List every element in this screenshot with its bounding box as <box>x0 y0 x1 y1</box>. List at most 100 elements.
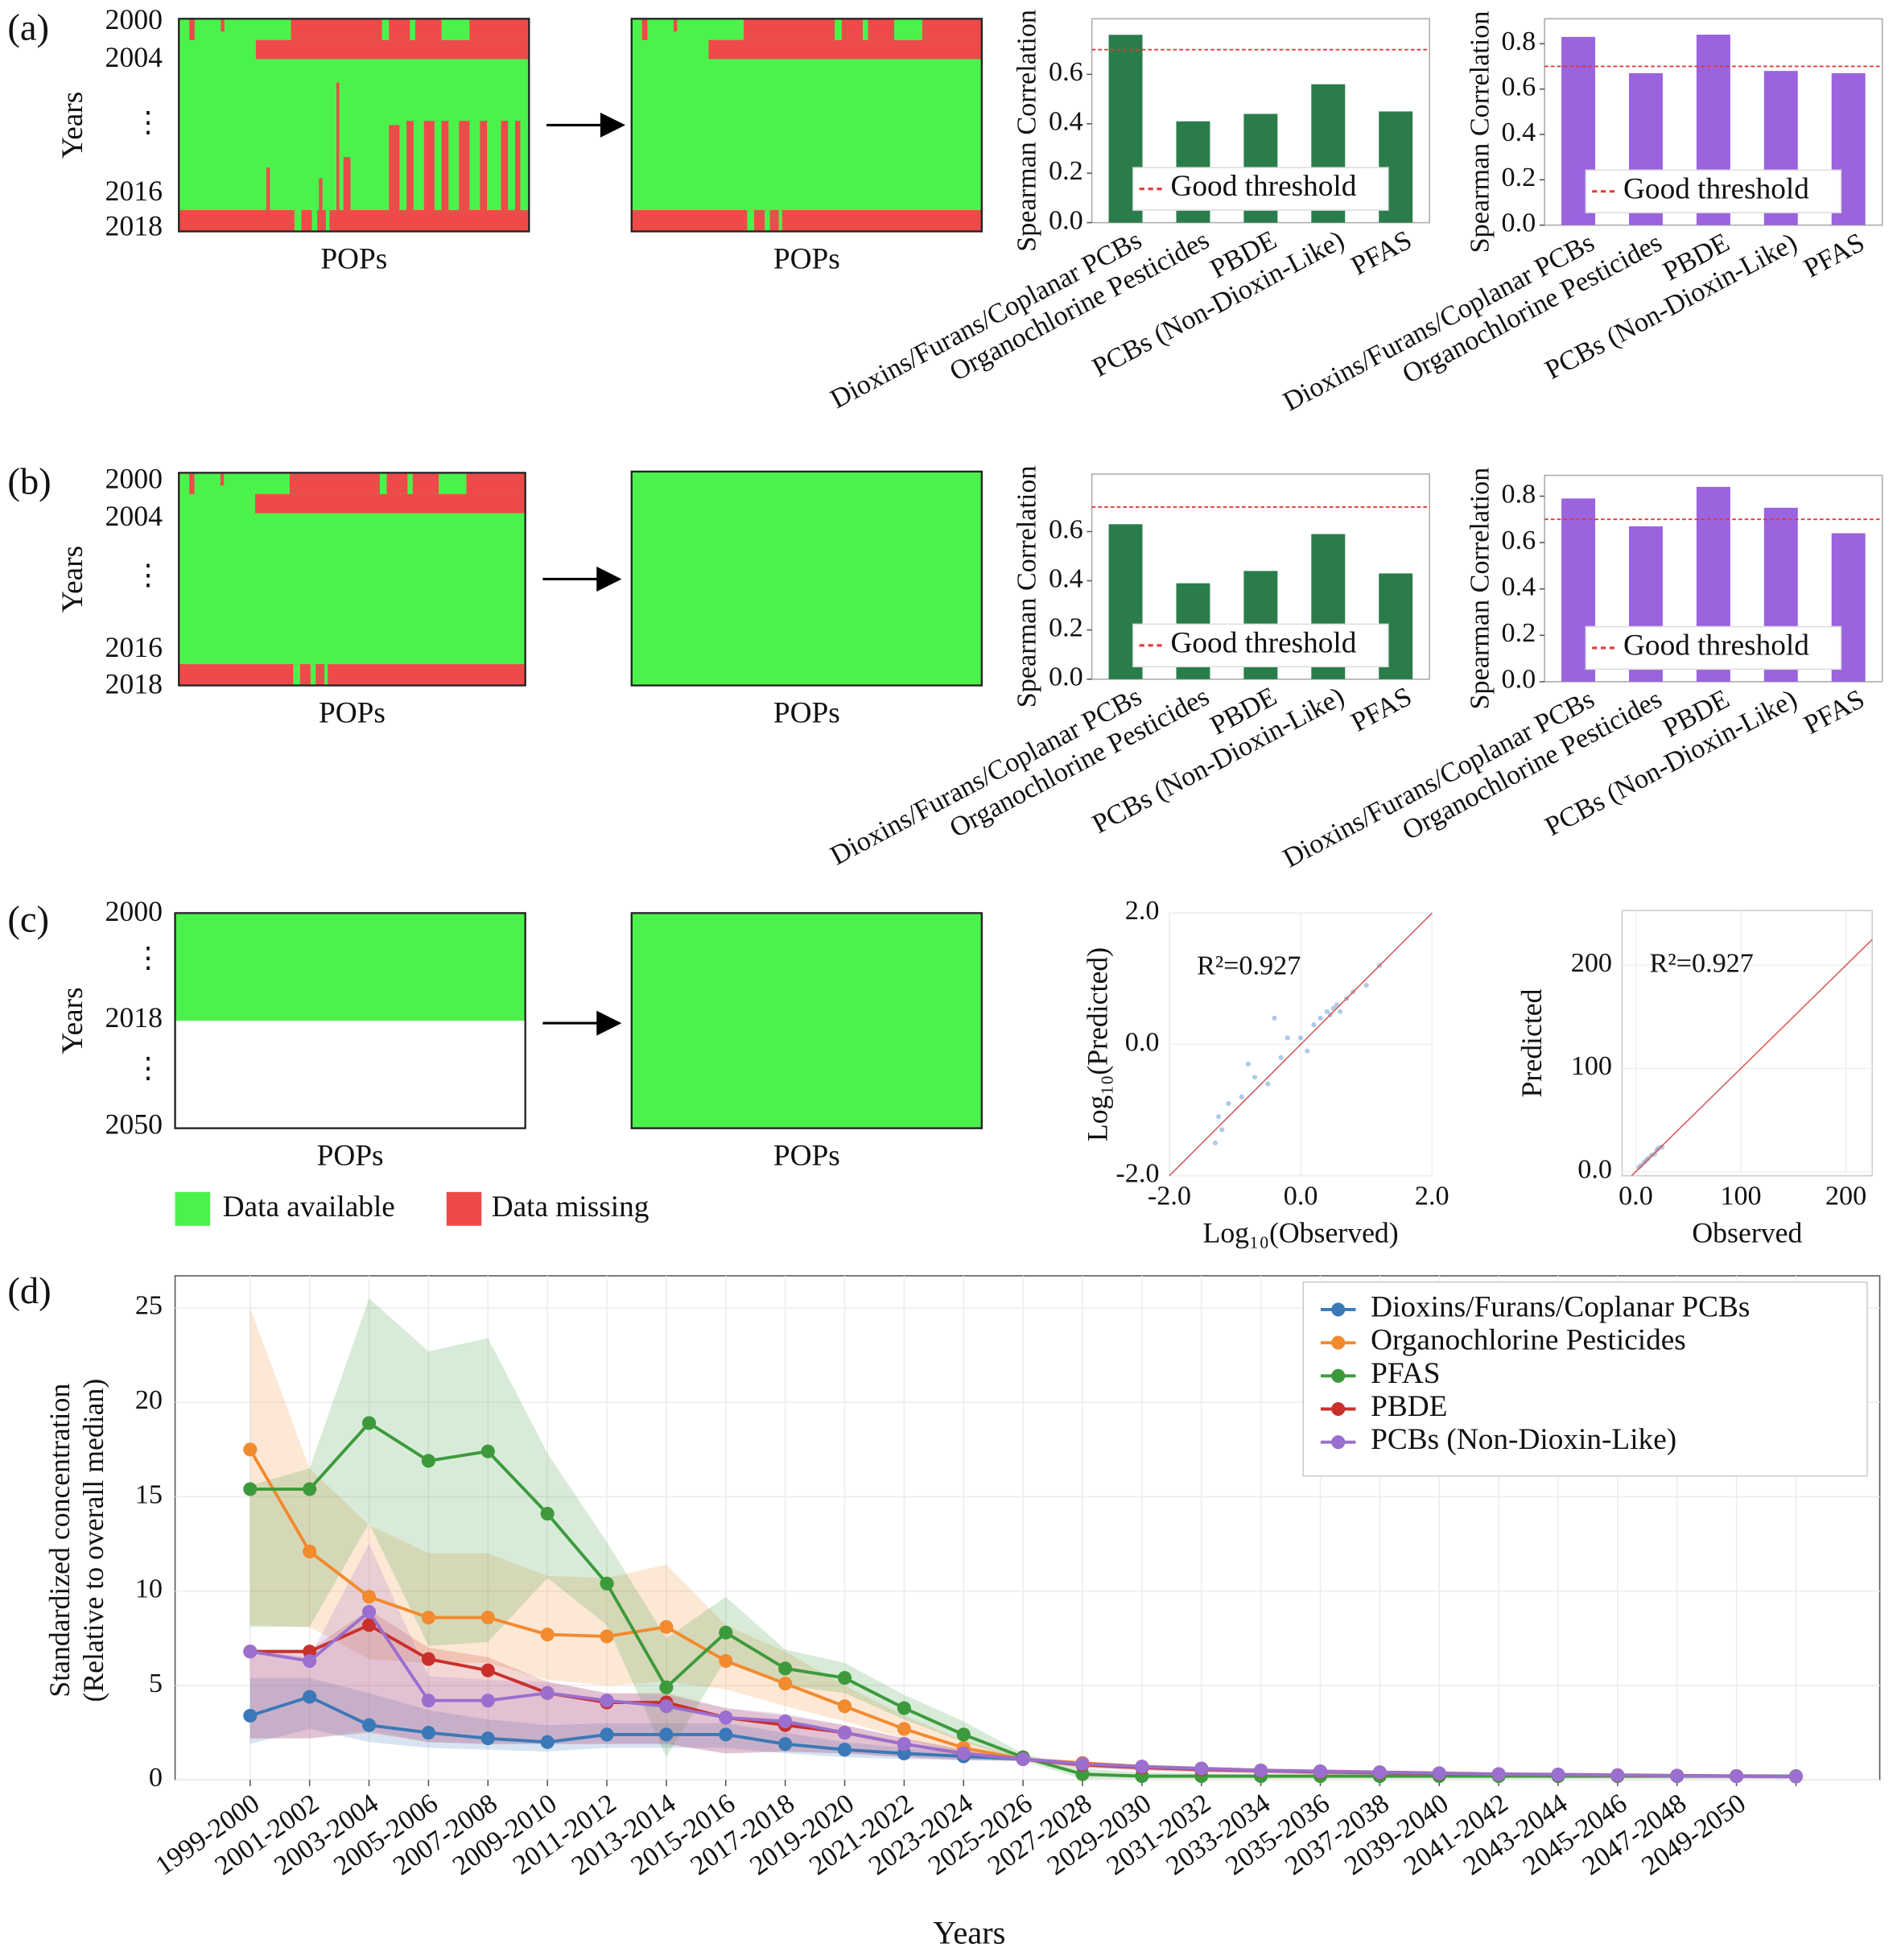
y-tick-label: 0.6 <box>1502 72 1536 101</box>
heatmap-cell <box>266 167 270 211</box>
point <box>1645 1155 1652 1162</box>
x-axis-label: POPs <box>319 696 386 729</box>
point <box>1254 1763 1268 1778</box>
point <box>361 1590 377 1604</box>
point <box>1245 1061 1251 1067</box>
heatmap-cell <box>389 125 400 211</box>
identity-line <box>1169 912 1433 1177</box>
y-tick-label: 0.0 <box>1049 662 1083 692</box>
legend-box <box>1132 623 1389 668</box>
year-label: 2000 <box>105 895 163 927</box>
heatmap-frame <box>630 912 983 1129</box>
panel-label: (d) <box>7 1270 51 1312</box>
year-label: 2004 <box>105 500 163 532</box>
panel-label: (a) <box>7 7 49 49</box>
point <box>1337 1009 1343 1014</box>
point <box>659 1620 674 1634</box>
legend-marker <box>1331 1368 1346 1383</box>
y-axis-label: Years <box>56 92 89 159</box>
heatmap-cell <box>631 210 982 232</box>
point <box>897 1737 911 1752</box>
point <box>303 1644 317 1659</box>
legend-label: Good threshold <box>1623 629 1809 662</box>
y-tick-label: 2.0 <box>1125 896 1160 926</box>
heatmap-cell <box>255 39 530 60</box>
heatmap-cell <box>894 19 922 40</box>
point <box>956 1727 971 1742</box>
x-tick-label: 0.0 <box>1284 1182 1318 1211</box>
point <box>1638 1162 1644 1168</box>
plot-frame <box>1621 910 1874 1177</box>
point <box>600 1576 614 1591</box>
heatmap-cell <box>501 121 509 211</box>
x-axis-label: POPs <box>773 696 840 729</box>
heatmap-frame <box>178 18 530 233</box>
point <box>243 1708 258 1723</box>
band <box>249 1610 1796 1779</box>
legend-label: Good threshold <box>1170 170 1356 203</box>
year-label: ⋮ <box>134 559 163 591</box>
heatmap-cell <box>336 82 340 211</box>
y-tick-label: 0.2 <box>1502 163 1536 192</box>
heatmap-frame <box>630 470 983 687</box>
point <box>480 1694 495 1708</box>
year-label: 2050 <box>105 1108 163 1140</box>
panel-label: (c) <box>7 898 49 940</box>
y-tick-label: 0.4 <box>1502 571 1536 601</box>
heatmap-cell <box>289 472 526 494</box>
legend-swatch <box>446 1191 482 1226</box>
heatmap-cell <box>381 19 390 40</box>
point <box>1730 1768 1744 1784</box>
legend-marker <box>1331 1435 1346 1450</box>
heatmap-cell <box>439 472 467 494</box>
point <box>303 1544 317 1558</box>
year-label: 2000 <box>105 3 163 35</box>
heatmap-cell <box>410 19 415 40</box>
y-tick-label: 0.8 <box>1502 27 1536 56</box>
heatmap-cell <box>310 664 316 686</box>
point <box>837 1726 852 1740</box>
point <box>1075 1767 1090 1781</box>
y-tick-label: 0 <box>149 1763 163 1793</box>
legend-box <box>1585 625 1842 671</box>
point <box>600 1694 614 1708</box>
point <box>1285 1035 1290 1041</box>
heatmap-cell <box>406 121 414 211</box>
annotation: R²=0.927 <box>1650 948 1754 978</box>
y-tick-label: 15 <box>135 1479 163 1509</box>
y-tick-label: 0.0 <box>1502 208 1536 238</box>
y-tick-label: 0.4 <box>1502 118 1536 147</box>
heatmap-cell <box>324 664 328 686</box>
heatmap-cell <box>459 121 470 211</box>
panel-label: (b) <box>7 461 51 503</box>
arrow-head <box>596 1010 622 1036</box>
point <box>1432 1766 1446 1781</box>
y-tick-label: 0.2 <box>1502 618 1536 648</box>
y-tick-label: 20 <box>135 1385 163 1415</box>
arrow-head <box>596 566 622 592</box>
point <box>1491 1767 1506 1781</box>
y-tick-label: 100 <box>1571 1051 1612 1081</box>
point <box>243 1442 258 1457</box>
point <box>1226 1100 1231 1107</box>
y-tick-label: 0.2 <box>1049 156 1083 186</box>
point <box>1363 982 1369 988</box>
point <box>303 1482 317 1496</box>
band <box>249 1544 1796 1779</box>
point <box>421 1694 435 1708</box>
heatmap-frame <box>174 912 526 1129</box>
heatmap-cell <box>407 472 413 494</box>
x-tick-label: 2.0 <box>1415 1182 1449 1211</box>
y-axis-label: Standardized concentration <box>43 1384 76 1698</box>
legend-label: Data missing <box>492 1190 649 1223</box>
heatmap-cell <box>175 1021 526 1129</box>
y-axis-label: Predicted <box>1515 988 1548 1097</box>
point <box>1311 1021 1317 1028</box>
point <box>243 1482 258 1496</box>
x-tick-label: 100 <box>1720 1182 1761 1211</box>
x-axis-label: Log₁₀(Observed) <box>1202 1216 1398 1248</box>
legend-label: Good threshold <box>1623 172 1809 205</box>
point <box>540 1686 555 1700</box>
year-label: 2018 <box>105 210 163 242</box>
